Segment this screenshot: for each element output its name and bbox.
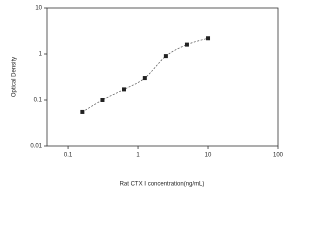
plot-frame [46,7,279,147]
y-tick-label: 0.1 [34,98,43,104]
data-point [100,98,105,102]
y-tick-label: 0.01 [30,144,42,150]
x-tick-label: 0.1 [64,153,73,159]
chart: Rat CTX Ⅰ concentration(ng/mL) Optical D… [12,6,284,188]
x-tick-label: 1 [136,153,140,159]
x-tick-label: 100 [273,153,284,159]
y-tick-label: 10 [35,6,42,12]
data-point [206,36,211,41]
data-point [142,76,147,81]
data-point [80,109,85,114]
x-axis-label: Rat CTX Ⅰ concentration(ng/mL) [120,182,205,188]
x-tick-label: 10 [205,153,212,159]
y-axis-label: Optical Density [12,57,18,97]
data-point [184,42,189,47]
y-tick-label: 1 [39,52,43,58]
data-point [163,54,168,59]
data-point [122,87,127,92]
